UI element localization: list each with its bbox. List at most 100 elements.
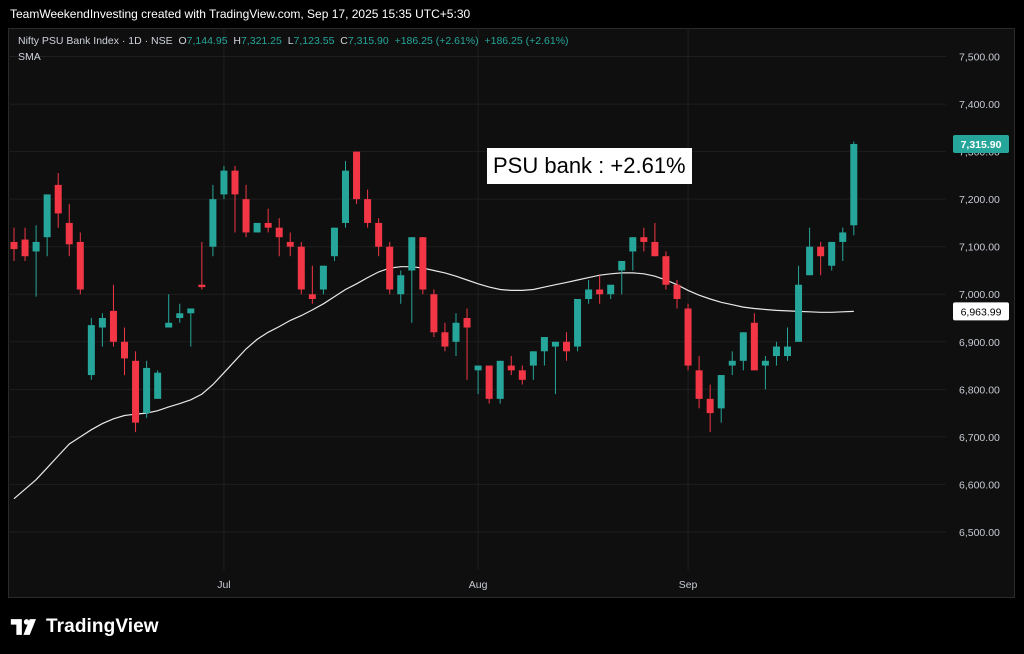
candle-body (684, 308, 692, 366)
candle (275, 218, 283, 257)
candle-body (54, 184, 62, 214)
candle-body (596, 289, 604, 295)
candle (507, 356, 515, 376)
candle-body (397, 275, 405, 295)
candle-body (485, 365, 493, 399)
candle (441, 322, 449, 352)
candle (706, 384, 714, 433)
candle (684, 303, 692, 371)
candle (132, 351, 140, 433)
candle (408, 237, 416, 323)
legend-symbol: Nifty PSU Bank Index · 1D · NSE (18, 35, 173, 47)
candle-body (574, 299, 582, 347)
price-chart[interactable]: 6,500.00 6,600.00 6,700.00 6,800.00 6,900.00… (8, 28, 1015, 598)
legend-low-label: L (287, 35, 294, 47)
candle-body (474, 365, 482, 371)
candle-body (286, 241, 294, 247)
y-tick-label: 7,000.00 (959, 289, 1000, 301)
candle (308, 265, 316, 304)
chart-frame (8, 28, 1015, 598)
candle (485, 365, 493, 404)
sma-value-badge-bg (953, 302, 1009, 321)
candle-body (87, 325, 95, 376)
legend-high-value: 7,321.25 (240, 35, 282, 47)
legend-sma-indicator[interactable]: SMA (18, 51, 41, 63)
candle-body (618, 260, 626, 271)
tradingview-brand[interactable]: TradingView (10, 614, 159, 640)
sma-value-badge-label: 6,963.99 (961, 306, 1002, 318)
candle (651, 222, 659, 257)
candle (264, 208, 272, 233)
candle-body (441, 332, 449, 347)
candle (154, 370, 162, 399)
candle (76, 232, 84, 295)
candle-body (132, 360, 140, 423)
x-tick-label: Sep (679, 579, 698, 591)
candle-body (507, 365, 515, 371)
candle (551, 341, 559, 395)
candle (165, 294, 173, 328)
candle (585, 279, 593, 304)
annotation-label[interactable]: PSU bank : +2.61% (487, 148, 692, 184)
candle (563, 332, 570, 361)
candle-body (452, 322, 460, 342)
price-badges: 7,315.90 6,963.99 (953, 135, 1009, 321)
candle (618, 260, 626, 295)
candle-body (784, 346, 791, 357)
candle (662, 251, 670, 290)
candle-body (342, 170, 349, 223)
candle (629, 237, 637, 271)
candle-body (761, 360, 769, 366)
candle-body (728, 360, 736, 366)
chart-grid (8, 28, 946, 570)
candle-body (817, 246, 825, 257)
x-tick-label: Jul (217, 579, 230, 591)
sma-line (13, 266, 854, 500)
candle (817, 241, 825, 276)
chart-legend: Nifty PSU Bank Index · 1D · NSE O7,144.9… (18, 35, 569, 47)
candle (596, 275, 604, 304)
candle-body (21, 239, 29, 257)
candle (607, 284, 615, 299)
candle-body (795, 284, 803, 342)
candles (10, 141, 858, 433)
candle-body (828, 241, 836, 266)
candle-body (706, 398, 714, 414)
candle-body (496, 360, 504, 399)
candle (342, 161, 349, 228)
candle (21, 227, 29, 261)
candle (695, 356, 703, 409)
candle-body (76, 241, 84, 290)
legend-change: +186.25 (+2.61%) (394, 35, 479, 47)
candle (87, 318, 95, 380)
candle (176, 303, 184, 323)
candle (353, 151, 361, 204)
candle (209, 184, 217, 257)
sma-value-badge: 6,963.99 (953, 302, 1009, 321)
candle-body (463, 318, 471, 328)
candle (319, 265, 327, 295)
candle (54, 173, 62, 228)
candle (397, 270, 405, 304)
candle-body (717, 375, 725, 409)
last-price-badge-bg (953, 135, 1009, 154)
candle-body (806, 246, 814, 276)
y-tick-label: 6,700.00 (959, 432, 1000, 444)
candle (739, 332, 747, 371)
legend-close-label: C (340, 35, 348, 47)
candle-body (419, 237, 427, 290)
candle (220, 165, 228, 200)
candle (839, 227, 847, 261)
candle (761, 356, 769, 390)
candle (419, 237, 427, 295)
candle (198, 241, 206, 290)
tradingview-logo-icon (10, 619, 36, 635)
y-tick-label: 7,200.00 (959, 194, 1000, 206)
candle-body (165, 322, 173, 328)
candle (640, 227, 648, 252)
candle (574, 299, 582, 352)
candle-body (121, 341, 128, 359)
candle-body (143, 367, 151, 414)
candle-body (540, 337, 548, 352)
candle (430, 289, 438, 338)
